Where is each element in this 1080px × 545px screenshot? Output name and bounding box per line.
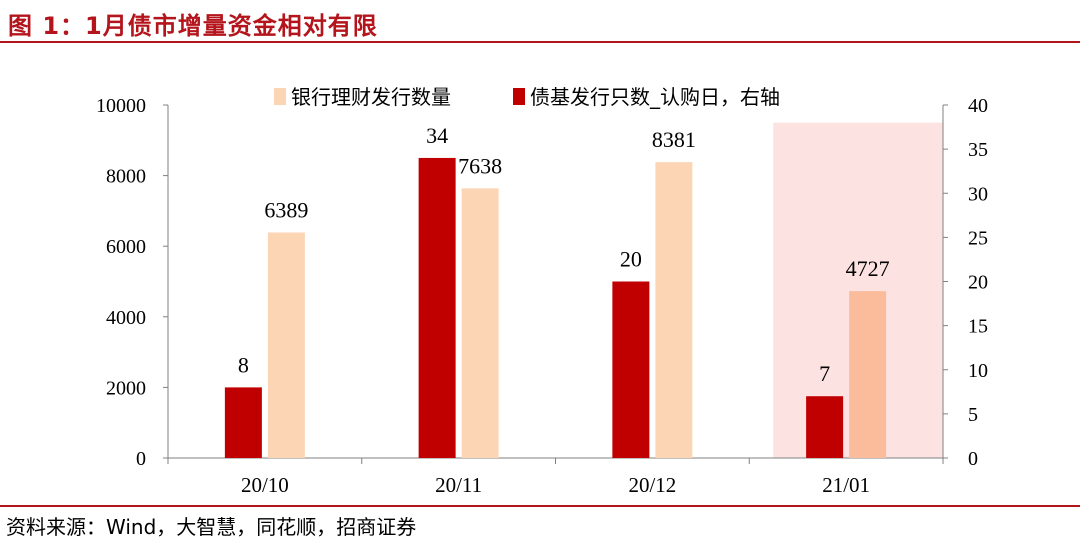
source-rule [0,505,1080,507]
x-category-label: 20/11 [435,473,482,497]
legend-label: 债基发行只数_认购日，右轴 [530,85,780,109]
data-label-fund: 34 [426,123,448,148]
left-tick-label: 8000 [106,166,146,188]
right-tick-label: 10 [968,360,988,382]
bar-bank-wm [849,291,886,458]
left-tick-label: 4000 [106,307,146,329]
legend-label: 银行理财发行数量 [291,85,451,109]
x-category-label: 20/12 [628,473,676,497]
right-tick-label: 35 [968,139,988,161]
bar-bank-wm [462,188,499,458]
x-category-label: 20/10 [241,473,289,497]
data-label-fund: 7 [819,361,830,386]
right-tick-label: 5 [968,404,978,426]
data-label-fund: 20 [620,247,642,272]
bar-fund [419,158,456,458]
right-tick-label: 25 [968,227,988,249]
right-tick-label: 20 [968,272,988,294]
right-tick-label: 0 [968,448,978,470]
bar-bank-wm [655,162,692,458]
right-tick-label: 15 [968,316,988,338]
bar-fund [225,387,262,458]
source-note: 资料来源：Wind，大智慧，同花顺，招商证券 [6,511,416,540]
right-tick-label: 40 [968,95,988,117]
data-label-bank-wm: 7638 [458,153,502,178]
left-tick-label: 0 [136,448,146,470]
data-label-bank-wm: 8381 [652,127,696,152]
left-tick-label: 10000 [96,95,146,117]
left-tick-label: 6000 [106,236,146,258]
legend-swatch [274,88,286,105]
bar-chart: 0 2000 4000 6000 8000 10000 0 5 10 15 20 25 30 35 40 8 6… [0,0,1080,505]
left-tick-label: 2000 [106,377,146,399]
bar-bank-wm [268,232,305,458]
legend-swatch [513,88,525,105]
bar-fund [612,282,649,459]
bar-fund [806,396,843,458]
data-label-fund: 8 [238,352,249,377]
data-label-bank-wm: 6389 [264,197,308,222]
data-label-bank-wm: 4727 [846,256,890,281]
x-category-label: 21/01 [822,473,870,497]
right-tick-label: 30 [968,183,988,205]
